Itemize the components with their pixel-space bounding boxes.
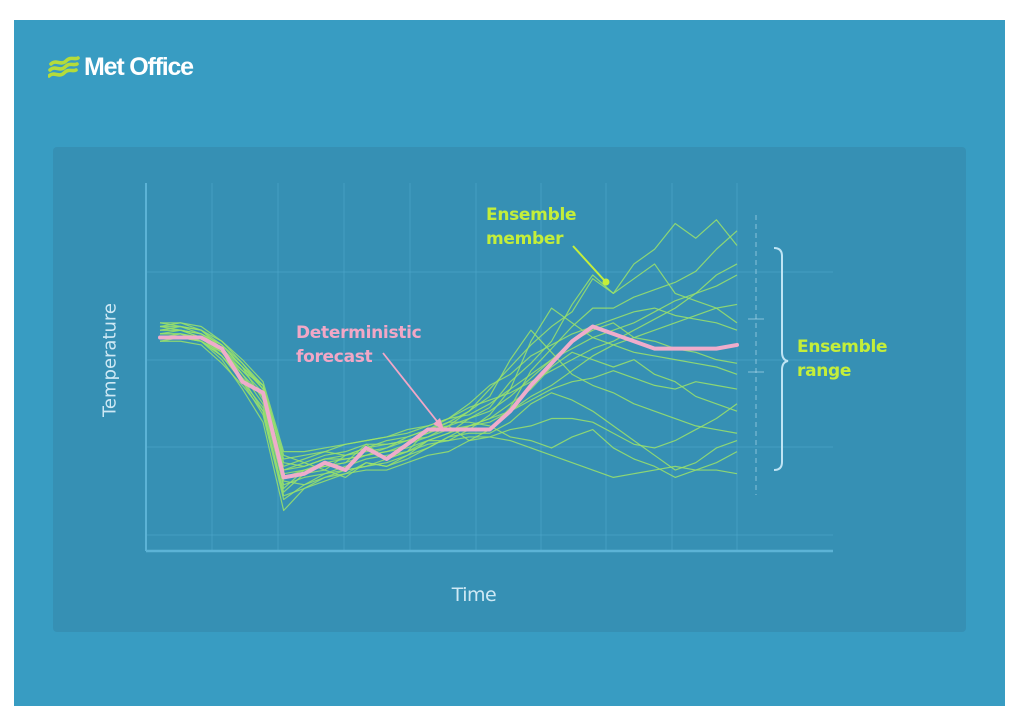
met-office-wave-icon — [48, 55, 80, 78]
ensemble-member-line — [160, 333, 738, 467]
chart-annotations — [382, 215, 789, 495]
deterministic-line — [158, 324, 739, 480]
annotation-text: member — [486, 229, 564, 249]
deterministic-forecast-line — [158, 324, 739, 480]
ensemble-member-line — [159, 263, 738, 453]
ensemble-member-line — [160, 329, 738, 478]
ensemble-member-line — [159, 333, 738, 486]
annotation-text: Ensemble — [486, 205, 577, 225]
annotation-text: Ensemble — [797, 337, 888, 357]
ensemble-member-line — [159, 303, 738, 464]
ensemble-members — [159, 219, 738, 512]
ensemble-member-line — [160, 340, 738, 497]
ensemble-range-brace — [773, 247, 789, 471]
ensemble-range-annotation: Ensemble range — [797, 335, 888, 383]
annotation-text: forecast — [296, 347, 373, 367]
chart-axes — [145, 183, 833, 553]
x-axis-label: Time — [451, 584, 497, 606]
met-office-logo: Met Office — [48, 53, 194, 81]
annotation-text: Deterministic — [296, 323, 422, 343]
annotation-text: range — [797, 361, 852, 381]
y-axis-label: Temperature — [99, 302, 121, 418]
brand-name: Met Office — [84, 53, 194, 81]
deterministic-forecast-annotation: Deterministic forecast — [296, 321, 422, 369]
ensemble-member-line — [160, 329, 738, 471]
ensemble-member-annotation: Ensemble member — [486, 203, 577, 251]
ensemble-member-line — [160, 336, 738, 501]
